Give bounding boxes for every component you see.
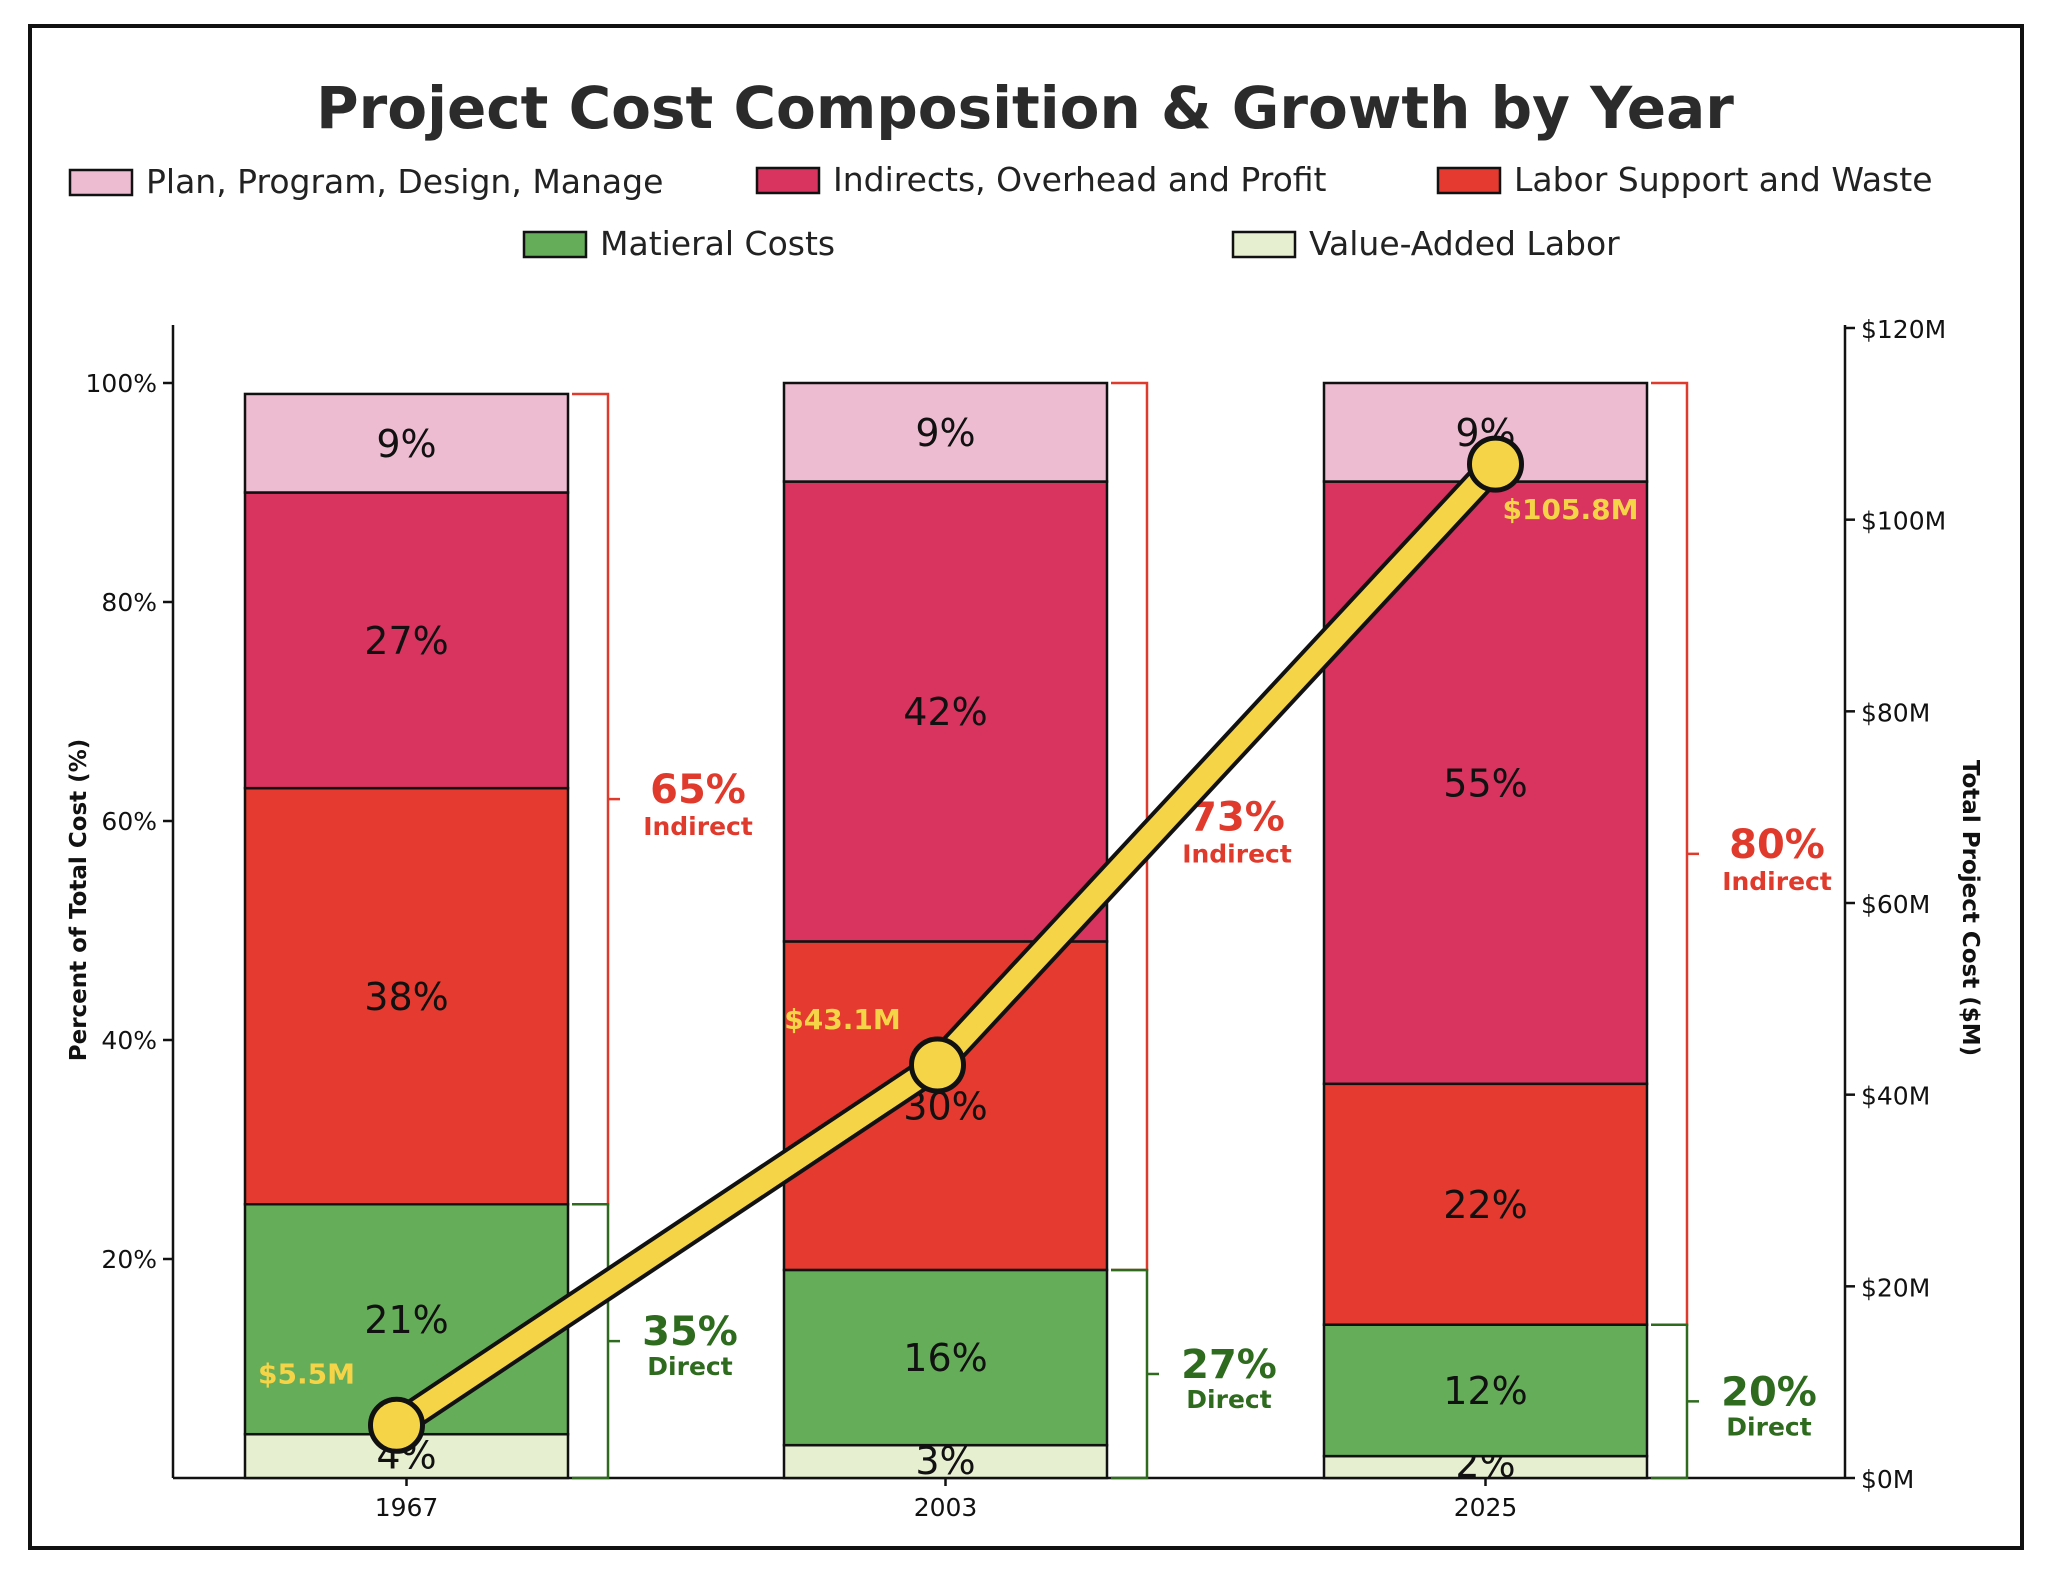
- legend-label-material: Matieral Costs: [600, 224, 835, 263]
- bar-segment-label: 9%: [376, 422, 436, 466]
- total-cost-line: $5.5M $43.1M $105.8M: [258, 435, 1639, 1454]
- total-cost-label: $105.8M: [1503, 493, 1639, 526]
- bar-segment-label: 22%: [1443, 1183, 1527, 1227]
- indirect-bracket: [572, 392, 610, 1206]
- total-cost-label: $43.1M: [784, 1003, 900, 1036]
- bar-segment-label: 42%: [903, 690, 987, 734]
- indirect-word-label: Indirect: [1182, 839, 1292, 868]
- indirect-pct-label: 80%: [1729, 822, 1825, 868]
- bar-segment-label: 55%: [1443, 761, 1527, 805]
- bar-segment-label: 21%: [364, 1298, 448, 1342]
- bar-segment-label: 16%: [903, 1336, 987, 1380]
- y2-tick-label: $20M: [1861, 1273, 1930, 1302]
- bar-segment: [243, 392, 570, 494]
- bar-segment: [782, 1443, 1109, 1480]
- indirect-bracket: [1651, 381, 1689, 1326]
- brackets: 65%Indirect35%Direct73%Indirect27%Direct…: [572, 381, 1832, 1480]
- direct-word-label: Direct: [647, 1352, 732, 1381]
- legend-swatch-material: [522, 230, 588, 259]
- bar-segment: [1322, 1323, 1649, 1458]
- bar-segment: [782, 381, 1109, 483]
- y2-axis-title: Total Project Cost ($M): [1957, 760, 1983, 1056]
- total-cost-point: [1467, 435, 1524, 493]
- bar-segment: [243, 786, 570, 1206]
- y-tick-label: 100%: [86, 369, 157, 398]
- total-cost-point: [368, 1396, 425, 1454]
- indirect-pct-label: 73%: [1189, 794, 1285, 840]
- indirect-word-label: Indirect: [643, 812, 753, 841]
- axes: 20% 40% 60% 80% 100% $0M $20M $40M $60M $80M $100M…: [66, 315, 1983, 1522]
- bar-segment: [782, 480, 1109, 943]
- direct-bracket: [1651, 1323, 1689, 1480]
- x-tick-label: 2003: [914, 1493, 978, 1522]
- total-cost-label: $5.5M: [258, 1357, 355, 1390]
- legend-swatch-plan: [68, 168, 134, 197]
- bar-segment: [782, 940, 1109, 1272]
- y-axis-title: Percent of Total Cost (%): [66, 739, 92, 1062]
- chart-title: Project Cost Composition & Growth by Yea…: [316, 74, 1734, 142]
- legend-swatch-value-added: [1231, 230, 1297, 259]
- legend-label-labor-support: Labor Support and Waste: [1514, 160, 1933, 199]
- y2-tick-label: $120M: [1861, 315, 1946, 344]
- x-tick-label: 2025: [1454, 1493, 1518, 1522]
- direct-pct-label: 20%: [1721, 1369, 1817, 1415]
- x-tick-label: 1967: [375, 1493, 439, 1522]
- y2-tick-label: $60M: [1861, 890, 1930, 919]
- indirect-pct-label: 65%: [650, 767, 746, 813]
- y2-tick-label: $0M: [1861, 1465, 1914, 1494]
- legend-label-value-added: Value-Added Labor: [1309, 224, 1620, 263]
- y2-tick-label: $80M: [1861, 698, 1930, 727]
- bar-segment-label: 27%: [364, 619, 448, 663]
- direct-word-label: Direct: [1186, 1385, 1271, 1414]
- legend-label-indirects: Indirects, Overhead and Profit: [833, 160, 1327, 199]
- bar-segment: [1322, 1082, 1649, 1326]
- direct-word-label: Direct: [1726, 1412, 1811, 1441]
- indirect-word-label: Indirect: [1722, 867, 1832, 896]
- legend: Plan, Program, Design, Manage Indirects,…: [68, 160, 1933, 263]
- total-cost-point: [909, 1036, 966, 1094]
- direct-bracket: [572, 1203, 610, 1480]
- y2-tick-label: $100M: [1861, 507, 1946, 536]
- bar-segment-label: 9%: [915, 411, 975, 455]
- direct-pct-label: 27%: [1181, 1342, 1277, 1388]
- bar-segment-label: 12%: [1443, 1369, 1527, 1413]
- legend-label-plan: Plan, Program, Design, Manage: [146, 162, 663, 201]
- y2-tick-label: $40M: [1861, 1082, 1930, 1111]
- y-tick-label: 40%: [101, 1026, 157, 1055]
- legend-swatch-labor-support: [1436, 166, 1502, 195]
- bar-segment-label: 38%: [364, 975, 448, 1019]
- direct-bracket: [1111, 1268, 1149, 1480]
- y-tick-label: 20%: [101, 1245, 157, 1274]
- legend-swatch-indirects: [755, 166, 821, 195]
- y-tick-label: 60%: [101, 807, 157, 836]
- direct-pct-label: 35%: [642, 1309, 738, 1355]
- y-tick-label: 80%: [101, 588, 157, 617]
